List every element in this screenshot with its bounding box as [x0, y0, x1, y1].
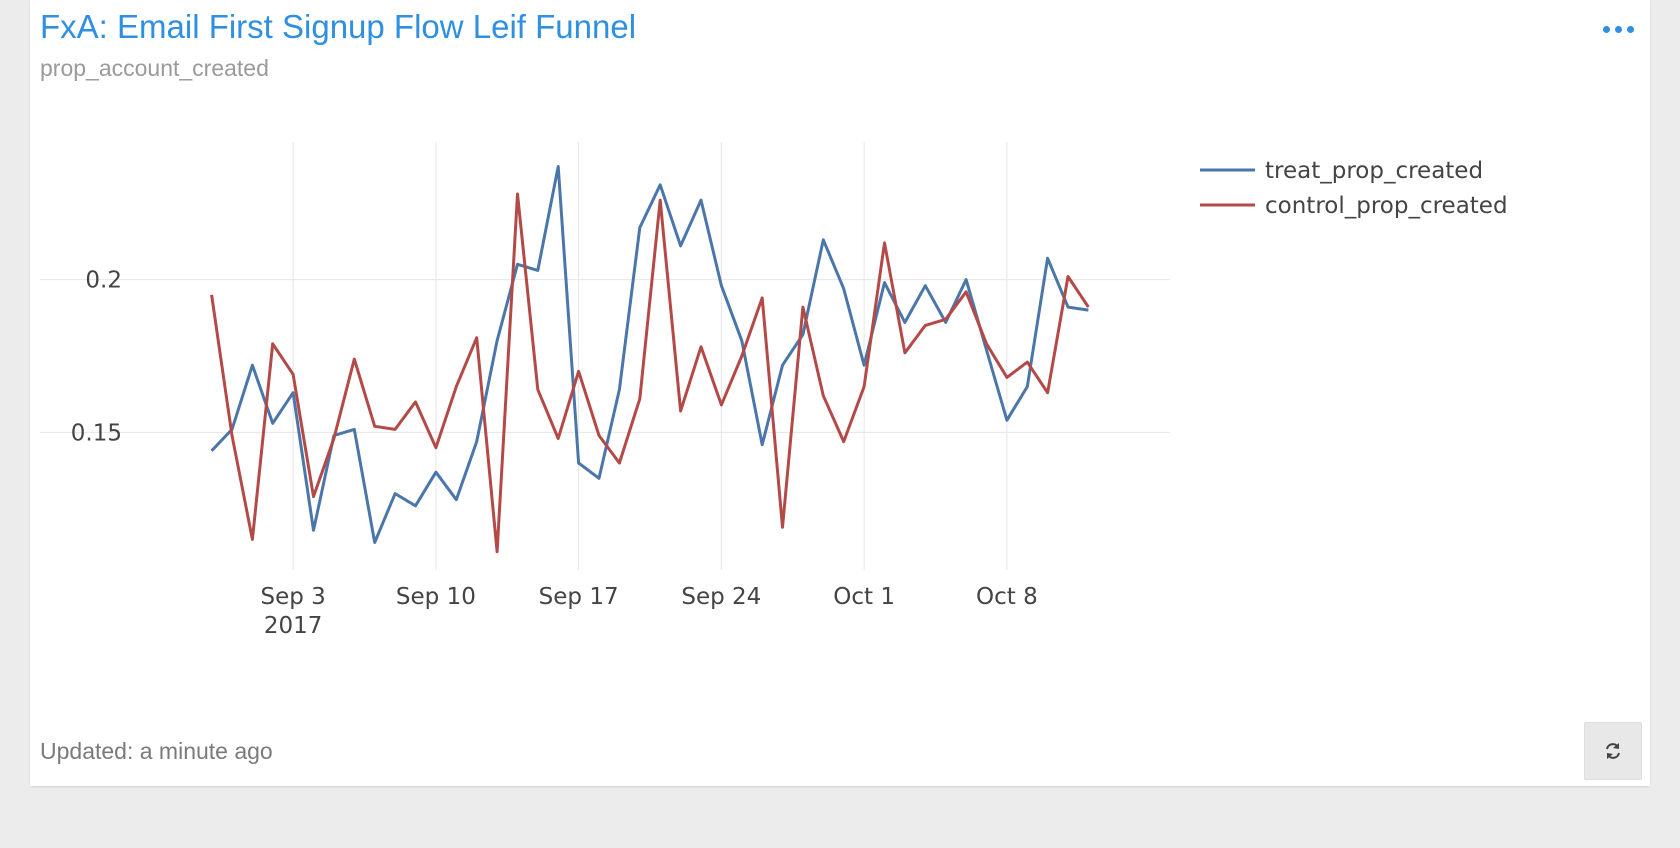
widget-title[interactable]: FxA: Email First Signup Flow Leif Funnel	[40, 8, 637, 45]
chart-series	[210, 165, 1090, 554]
widget-subtitle: prop_account_created	[40, 55, 269, 81]
line-chart[interactable]: Sep 3 2017 Sep 10 Sep 17 Sep 24 Oct 1 Oct 8 0.…	[30, 0, 1650, 700]
x-tick-label: Sep 17	[539, 584, 619, 610]
legend-label: control_prop_created	[1265, 193, 1508, 219]
chart-legend[interactable]: treat_prop_created control_prop_created	[1200, 158, 1508, 219]
refresh-icon	[1606, 743, 1620, 759]
x-tick-label: Oct 1	[833, 584, 895, 610]
y-tick-label: 0.15	[71, 420, 122, 446]
more-options-icon[interactable]	[1603, 26, 1634, 33]
y-axis: 0.15 0.2	[71, 268, 122, 447]
x-tick-label: Sep 24	[681, 584, 761, 610]
x-tick-label: Sep 10	[396, 584, 476, 610]
chart-grid	[40, 142, 1170, 570]
x-axis: Sep 3 2017 Sep 10 Sep 17 Sep 24 Oct 1 Oct 8	[260, 584, 1037, 639]
x-tick-label: Oct 8	[976, 584, 1038, 610]
x-tick-sublabel: 2017	[264, 613, 323, 639]
series-line-treat_prop_created	[210, 165, 1089, 544]
dot	[1603, 26, 1610, 33]
chart-widget-card: FxA: Email First Signup Flow Leif Funnel…	[30, 0, 1650, 786]
series-line-control_prop_created	[210, 192, 1090, 554]
refresh-button[interactable]	[1584, 722, 1642, 780]
dot	[1615, 26, 1622, 33]
dot	[1627, 26, 1634, 33]
y-tick-label: 0.2	[85, 268, 122, 294]
legend-label: treat_prop_created	[1265, 158, 1483, 184]
x-tick-label: Sep 3	[260, 584, 325, 610]
updated-timestamp: Updated: a minute ago	[40, 738, 273, 764]
